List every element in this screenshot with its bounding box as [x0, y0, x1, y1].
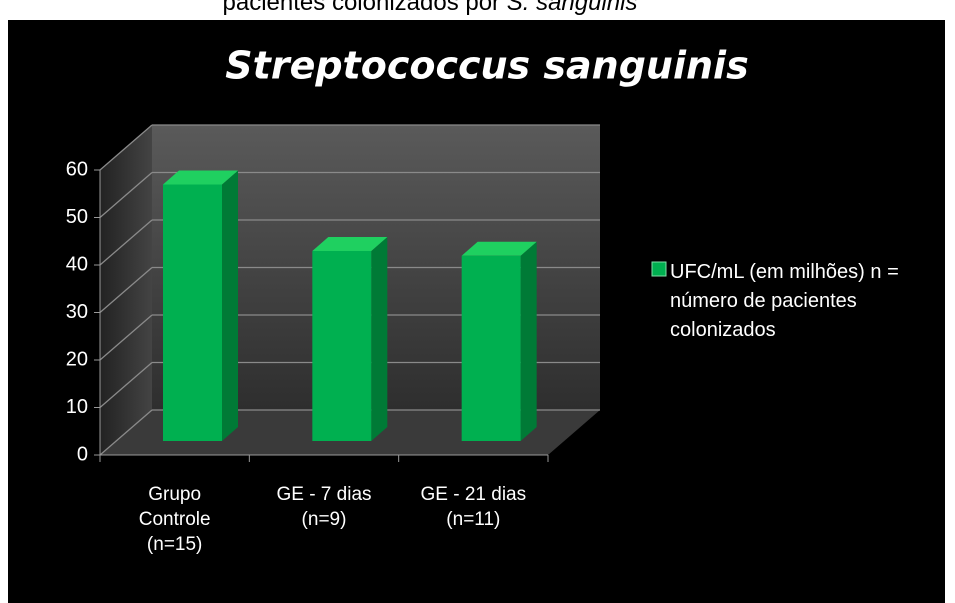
- y-tick-label: 20: [66, 348, 88, 370]
- legend-label: UFC/mL (em milhões) n = número de pacien…: [670, 261, 899, 341]
- y-tick-label: 40: [66, 253, 88, 275]
- y-tick-label: 0: [77, 443, 88, 465]
- legend-swatch: [651, 261, 667, 277]
- grid-line: [99, 362, 153, 408]
- caption-italic: S. sanguinis: [507, 0, 638, 16]
- y-tick-label: 10: [66, 396, 88, 418]
- chart-title: Streptococcus sanguinis: [225, 44, 748, 88]
- caption-text: pacientes colonizados por: [223, 0, 501, 16]
- bar-side: [222, 170, 238, 441]
- grid-line: [99, 409, 153, 456]
- bar-top: [312, 237, 388, 251]
- y-tick-label: 30: [66, 301, 88, 323]
- x-tick-label: GE - 21 dias (n=11): [420, 484, 527, 530]
- grid-line: [99, 314, 153, 361]
- grid-line: [99, 124, 153, 171]
- grid-line: [99, 219, 153, 266]
- bar: [312, 251, 372, 441]
- bar: [163, 184, 222, 441]
- bar-top: [461, 241, 537, 256]
- y-tick-label: 60: [66, 158, 88, 180]
- bar-side: [371, 237, 388, 441]
- grid-line: [99, 267, 153, 313]
- caption: pacientes colonizados por S. sanguinis: [223, 0, 638, 16]
- grid-line: [99, 172, 153, 218]
- bar-top: [163, 170, 238, 185]
- y-tick-label: 50: [66, 206, 88, 228]
- x-tick-label: Grupo Controle (n=15): [138, 484, 211, 555]
- bar-side: [520, 241, 537, 441]
- bar: [461, 255, 521, 441]
- x-tick-label: GE - 7 dias (n=9): [276, 484, 372, 530]
